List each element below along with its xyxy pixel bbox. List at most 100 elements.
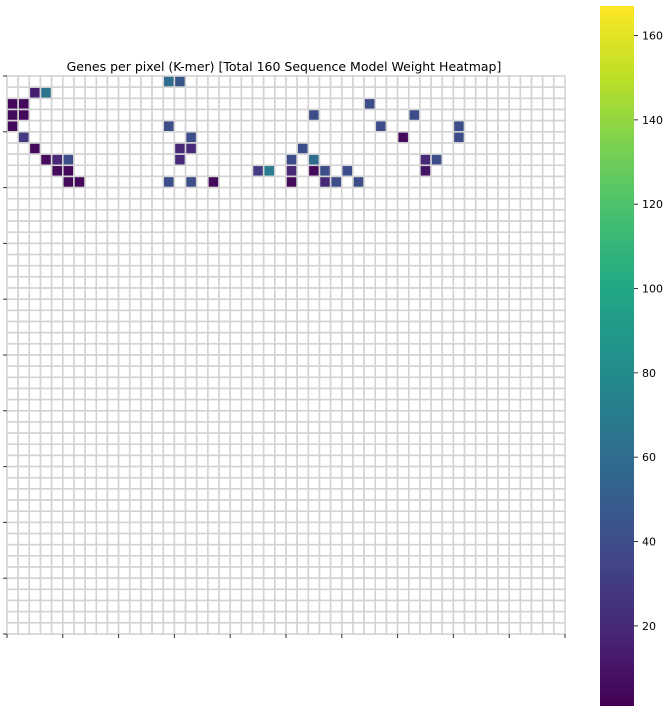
- heatmap-cell: [251, 186, 265, 200]
- heatmap-cell: [251, 287, 265, 301]
- heatmap-cell: [474, 142, 488, 155]
- heatmap-cell: [106, 555, 120, 568]
- heatmap-cell: [430, 566, 444, 579]
- heatmap-cell: [329, 566, 343, 579]
- heatmap-cell: [508, 142, 522, 155]
- heatmap-cell: [430, 409, 444, 423]
- heatmap-cell: [296, 97, 310, 111]
- heatmap-cell: [140, 298, 153, 312]
- colorbar-tick-label: 100: [642, 283, 663, 296]
- heatmap-cell: [262, 119, 276, 133]
- heatmap-cell: [39, 432, 53, 446]
- heatmap-cell: [474, 186, 488, 200]
- heatmap-cell: [486, 387, 499, 401]
- heatmap-cell: [407, 97, 421, 111]
- heatmap-cell: [207, 476, 220, 490]
- heatmap-cell: [162, 97, 176, 111]
- heatmap-cell: [151, 555, 165, 568]
- heatmap-cell: [385, 432, 399, 446]
- heatmap-cell: [519, 622, 533, 635]
- heatmap-cell: [73, 521, 86, 535]
- heatmap-cell: [340, 298, 354, 312]
- heatmap-cell: [173, 287, 187, 301]
- heatmap-cell: [441, 231, 455, 245]
- heatmap-cell: [385, 543, 399, 557]
- heatmap-cell: [385, 119, 399, 133]
- heatmap-cell: [173, 242, 187, 256]
- heatmap-cell: [396, 264, 410, 278]
- heatmap-cell: [50, 119, 64, 133]
- heatmap-cell: [430, 186, 444, 200]
- heatmap-cell: [61, 320, 75, 334]
- heatmap-cell: [385, 331, 399, 345]
- heatmap-cell: [363, 142, 377, 155]
- heatmap-cell: [28, 287, 42, 301]
- heatmap-cell: [218, 108, 231, 122]
- heatmap-cell: [340, 365, 354, 379]
- heatmap-cell: [352, 387, 365, 401]
- heatmap-cell: [173, 131, 187, 144]
- heatmap-cell: [251, 409, 265, 423]
- heatmap-cell: [184, 588, 198, 602]
- heatmap-cell: [28, 577, 42, 591]
- heatmap-cell: [486, 186, 499, 200]
- heatmap-cell: [352, 476, 365, 490]
- heatmap-cell: [106, 432, 120, 446]
- heatmap-cell-filled: [173, 153, 187, 167]
- heatmap-cell: [207, 97, 220, 111]
- heatmap-cell: [329, 376, 343, 390]
- heatmap-cell: [352, 287, 365, 301]
- heatmap-cell-filled: [173, 142, 187, 155]
- heatmap-cell: [73, 566, 86, 579]
- heatmap-cell: [441, 543, 455, 557]
- heatmap-cell: [17, 142, 31, 155]
- heatmap-cell: [497, 365, 511, 379]
- heatmap-cell: [50, 566, 64, 579]
- heatmap-cell: [508, 354, 522, 367]
- heatmap-cell: [519, 465, 533, 479]
- heatmap-cell: [184, 209, 198, 222]
- heatmap-cell: [396, 588, 410, 602]
- heatmap-cell: [530, 588, 544, 602]
- heatmap-cell: [374, 276, 388, 289]
- heatmap-cell: [218, 331, 231, 345]
- heatmap-cell: [251, 510, 265, 524]
- heatmap-cell: [173, 443, 187, 457]
- heatmap-cell: [285, 119, 298, 133]
- heatmap-cell: [106, 577, 120, 591]
- heatmap-cell: [307, 409, 321, 423]
- heatmap-cell: [262, 108, 276, 122]
- heatmap-cell: [229, 343, 243, 356]
- heatmap-cell: [340, 186, 354, 200]
- heatmap-cell: [218, 599, 231, 613]
- heatmap-cell-filled: [50, 164, 64, 178]
- heatmap-cell: [173, 253, 187, 267]
- heatmap-cell: [385, 532, 399, 546]
- heatmap-cell: [140, 197, 153, 211]
- heatmap-cell: [128, 276, 142, 289]
- heatmap-cell: [329, 610, 343, 624]
- heatmap-cell: [128, 577, 142, 591]
- heatmap-cell: [318, 276, 332, 289]
- heatmap-cell: [28, 521, 42, 535]
- heatmap-cell: [140, 532, 153, 546]
- heatmap-cell: [307, 354, 321, 367]
- heatmap-cell: [541, 443, 555, 457]
- heatmap-cell: [162, 566, 176, 579]
- heatmap-cell: [396, 75, 410, 88]
- heatmap-cell: [50, 510, 64, 524]
- heatmap-cell: [519, 186, 533, 200]
- heatmap-cell: [17, 354, 31, 367]
- heatmap-cell: [84, 443, 98, 457]
- heatmap-cell: [61, 610, 75, 624]
- heatmap-cell: [151, 488, 165, 501]
- heatmap-cell: [173, 365, 187, 379]
- heatmap-cell: [95, 588, 109, 602]
- heatmap-cell: [173, 543, 187, 557]
- heatmap-cell: [530, 499, 544, 513]
- heatmap-cell: [95, 409, 109, 423]
- heatmap-cell: [39, 610, 53, 624]
- heatmap-cell: [285, 454, 298, 468]
- heatmap-cell: [530, 343, 544, 356]
